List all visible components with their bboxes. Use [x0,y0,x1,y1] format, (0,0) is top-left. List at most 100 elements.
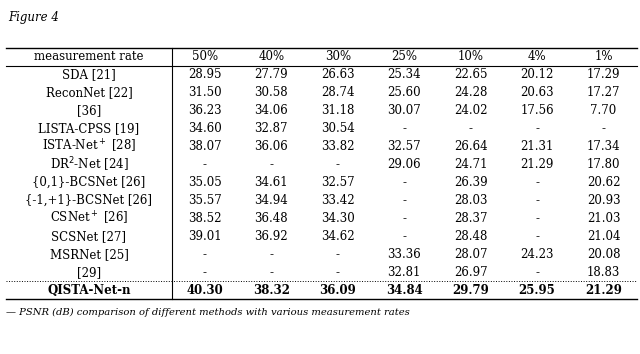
Text: -: - [535,122,539,135]
Text: -: - [203,158,207,171]
Text: 10%: 10% [458,50,484,63]
Text: SCSNet [27]: SCSNet [27] [51,230,127,243]
Text: 20.93: 20.93 [587,194,620,207]
Text: [29]: [29] [77,266,101,279]
Text: 29.79: 29.79 [452,284,489,297]
Text: 24.02: 24.02 [454,104,488,117]
Text: 18.83: 18.83 [587,266,620,279]
Text: DR$^2$-Net [24]: DR$^2$-Net [24] [49,155,129,174]
Text: 17.27: 17.27 [587,86,620,99]
Text: 32.57: 32.57 [321,176,355,189]
Text: 28.07: 28.07 [454,248,488,261]
Text: 21.29: 21.29 [585,284,622,297]
Text: 35.57: 35.57 [188,194,221,207]
Text: -: - [535,230,539,243]
Text: 25.60: 25.60 [387,86,421,99]
Text: 17.34: 17.34 [587,140,620,153]
Text: -: - [535,176,539,189]
Text: 40%: 40% [258,50,284,63]
Text: -: - [336,266,340,279]
Text: 21.29: 21.29 [520,158,554,171]
Text: QISTA-Net-n: QISTA-Net-n [47,284,131,297]
Text: 34.61: 34.61 [255,176,288,189]
Text: 30.07: 30.07 [387,104,421,117]
Text: {-1,+1}-BCSNet [26]: {-1,+1}-BCSNet [26] [26,194,152,207]
Text: 28.95: 28.95 [188,68,221,81]
Text: 28.37: 28.37 [454,212,488,225]
Text: -: - [336,248,340,261]
Text: 28.48: 28.48 [454,230,487,243]
Text: 38.07: 38.07 [188,140,221,153]
Text: {0,1}-BCSNet [26]: {0,1}-BCSNet [26] [33,176,146,189]
Text: 36.92: 36.92 [255,230,288,243]
Text: -: - [535,194,539,207]
Text: -: - [269,266,273,279]
Text: 21.04: 21.04 [587,230,620,243]
Text: 34.30: 34.30 [321,212,355,225]
Text: CSNet$^+$ [26]: CSNet$^+$ [26] [50,210,128,227]
Text: MSRNet [25]: MSRNet [25] [49,248,129,261]
Text: 32.81: 32.81 [387,266,421,279]
Text: 25.34: 25.34 [387,68,421,81]
Text: 24.28: 24.28 [454,86,487,99]
Text: -: - [402,176,406,189]
Text: 25%: 25% [391,50,417,63]
Text: 28.74: 28.74 [321,86,355,99]
Text: -: - [269,248,273,261]
Text: 32.57: 32.57 [387,140,421,153]
Text: 20.08: 20.08 [587,248,620,261]
Text: 40.30: 40.30 [186,284,223,297]
Text: Figure 4: Figure 4 [8,11,58,24]
Text: 30.54: 30.54 [321,122,355,135]
Text: 36.48: 36.48 [255,212,288,225]
Text: LISTA-CPSS [19]: LISTA-CPSS [19] [38,122,140,135]
Text: -: - [402,194,406,207]
Text: 7.70: 7.70 [591,104,617,117]
Text: 33.36: 33.36 [387,248,421,261]
Text: ReconNet [22]: ReconNet [22] [45,86,132,99]
Text: 31.50: 31.50 [188,86,221,99]
Text: 17.80: 17.80 [587,158,620,171]
Text: -: - [402,122,406,135]
Text: -: - [269,158,273,171]
Text: 29.06: 29.06 [387,158,421,171]
Text: -: - [535,266,539,279]
Text: 39.01: 39.01 [188,230,221,243]
Text: -: - [336,158,340,171]
Text: 36.23: 36.23 [188,104,221,117]
Text: SDA [21]: SDA [21] [62,68,116,81]
Text: 34.84: 34.84 [386,284,422,297]
Text: measurement rate: measurement rate [34,50,144,63]
Text: 26.97: 26.97 [454,266,488,279]
Text: [36]: [36] [77,104,101,117]
Text: — PSNR (dB) comparison of different methods with various measurement rates: — PSNR (dB) comparison of different meth… [6,308,410,317]
Text: 24.23: 24.23 [520,248,554,261]
Text: 26.63: 26.63 [321,68,355,81]
Text: 36.09: 36.09 [319,284,356,297]
Text: -: - [468,122,473,135]
Text: 38.32: 38.32 [253,284,290,297]
Text: 26.64: 26.64 [454,140,488,153]
Text: -: - [203,266,207,279]
Text: 21.31: 21.31 [520,140,554,153]
Text: ISTA-Net$^+$ [28]: ISTA-Net$^+$ [28] [42,138,136,155]
Text: -: - [203,248,207,261]
Text: 17.29: 17.29 [587,68,620,81]
Text: 1%: 1% [595,50,613,63]
Text: 4%: 4% [528,50,547,63]
Text: 25.95: 25.95 [519,284,556,297]
Text: 20.62: 20.62 [587,176,620,189]
Text: 32.87: 32.87 [255,122,288,135]
Text: -: - [535,212,539,225]
Text: 27.79: 27.79 [255,68,288,81]
Text: -: - [602,122,605,135]
Text: -: - [402,212,406,225]
Text: 31.18: 31.18 [321,104,355,117]
Text: 33.82: 33.82 [321,140,355,153]
Text: 30.58: 30.58 [255,86,288,99]
Text: 50%: 50% [192,50,218,63]
Text: 20.63: 20.63 [520,86,554,99]
Text: 30%: 30% [324,50,351,63]
Text: 21.03: 21.03 [587,212,620,225]
Text: 34.60: 34.60 [188,122,221,135]
